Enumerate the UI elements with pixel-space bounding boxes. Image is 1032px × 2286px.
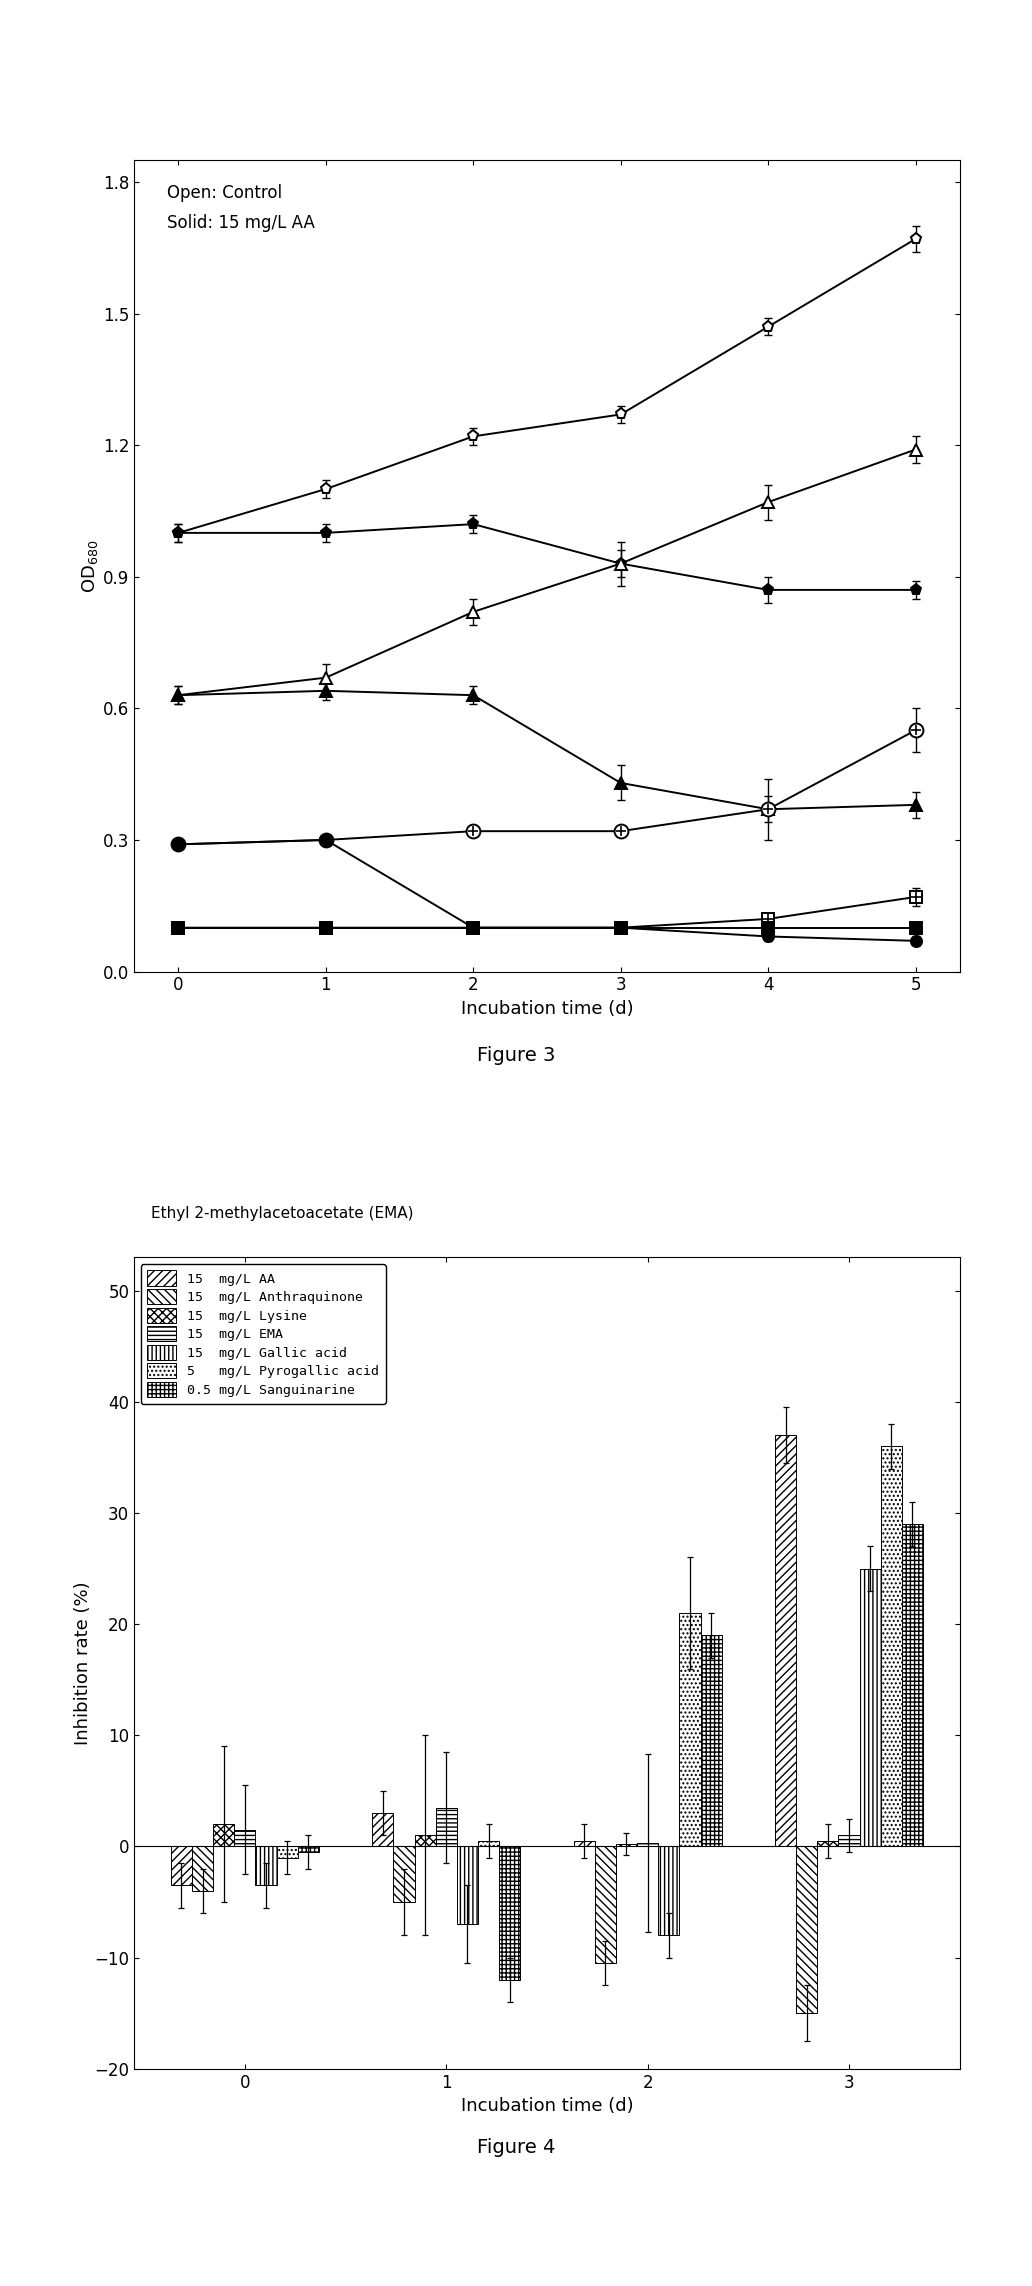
Text: Figure 4: Figure 4 bbox=[477, 2137, 555, 2158]
Bar bbox=[701, 1634, 721, 1847]
Bar bbox=[415, 1836, 436, 1847]
Bar bbox=[478, 1840, 499, 1847]
Bar bbox=[796, 1847, 817, 2014]
Bar bbox=[256, 1847, 277, 1886]
Bar bbox=[277, 1847, 298, 1859]
Bar bbox=[499, 1847, 520, 1980]
X-axis label: Incubation time (d): Incubation time (d) bbox=[460, 999, 634, 1017]
Bar bbox=[880, 1447, 902, 1847]
Text: Ethyl 2-methylacetoacetate (EMA): Ethyl 2-methylacetoacetate (EMA) bbox=[151, 1205, 413, 1221]
Bar bbox=[393, 1847, 415, 1902]
Bar bbox=[457, 1847, 478, 1925]
Legend: 15  mg/L AA, 15  mg/L Anthraquinone, 15  mg/L Lysine, 15  mg/L EMA, 15  mg/L Gal: 15 mg/L AA, 15 mg/L Anthraquinone, 15 mg… bbox=[140, 1264, 386, 1404]
Bar bbox=[373, 1813, 393, 1847]
X-axis label: Incubation time (d): Incubation time (d) bbox=[460, 2096, 634, 2115]
Text: Open: Control
Solid: 15 mg/L AA: Open: Control Solid: 15 mg/L AA bbox=[167, 185, 315, 231]
Bar bbox=[775, 1436, 796, 1847]
Y-axis label: OD$_{680}$: OD$_{680}$ bbox=[80, 539, 100, 592]
Bar bbox=[594, 1847, 616, 1964]
Bar bbox=[902, 1525, 923, 1847]
Bar bbox=[171, 1847, 192, 1886]
Bar bbox=[192, 1847, 214, 1891]
Bar bbox=[860, 1568, 880, 1847]
Bar bbox=[658, 1847, 679, 1936]
Bar bbox=[574, 1840, 594, 1847]
Bar bbox=[838, 1836, 860, 1847]
Bar bbox=[817, 1840, 838, 1847]
Bar bbox=[436, 1808, 457, 1847]
Bar bbox=[298, 1847, 319, 1852]
Y-axis label: Inhibition rate (%): Inhibition rate (%) bbox=[73, 1582, 92, 1744]
Bar bbox=[637, 1843, 658, 1847]
Text: Figure 3: Figure 3 bbox=[477, 1045, 555, 1065]
Bar bbox=[214, 1824, 234, 1847]
Bar bbox=[234, 1829, 256, 1847]
Bar bbox=[679, 1614, 701, 1847]
